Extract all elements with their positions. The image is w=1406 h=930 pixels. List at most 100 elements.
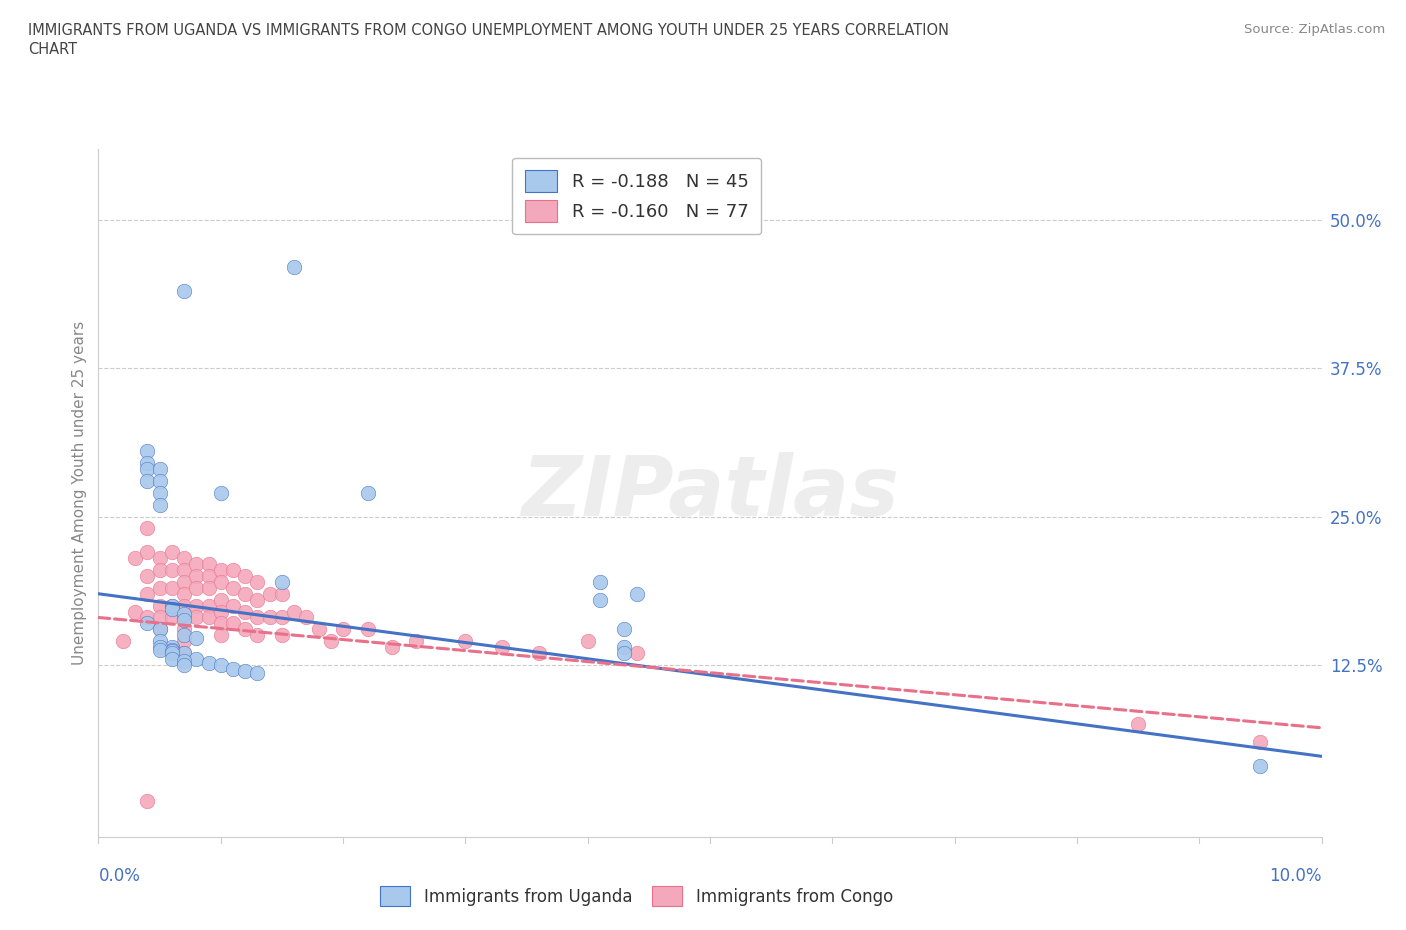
Point — [160, 640, 183, 655]
Point — [160, 545, 183, 560]
Point — [136, 568, 159, 583]
Point — [246, 592, 269, 607]
Point — [173, 658, 195, 672]
Text: CHART: CHART — [28, 42, 77, 57]
Point — [246, 575, 269, 590]
Point — [173, 645, 195, 660]
Point — [186, 652, 208, 667]
Point — [173, 551, 195, 565]
Point — [270, 575, 292, 590]
Point — [222, 616, 245, 631]
Point — [173, 598, 195, 613]
Point — [149, 642, 172, 657]
Point — [136, 456, 159, 471]
Point — [149, 633, 172, 648]
Point — [209, 575, 232, 590]
Point — [136, 444, 159, 458]
Point — [246, 628, 269, 643]
Point — [149, 563, 172, 578]
Legend: Immigrants from Uganda, Immigrants from Congo: Immigrants from Uganda, Immigrants from … — [368, 874, 904, 918]
Point — [222, 580, 245, 595]
Point — [381, 640, 404, 655]
Point — [613, 645, 636, 660]
Point — [136, 610, 159, 625]
Point — [173, 586, 195, 601]
Point — [186, 631, 208, 645]
Point — [222, 563, 245, 578]
Point — [233, 568, 256, 583]
Point — [149, 622, 172, 637]
Point — [149, 498, 172, 512]
Point — [149, 485, 172, 500]
Point — [186, 568, 208, 583]
Point — [136, 473, 159, 488]
Point — [270, 610, 292, 625]
Point — [160, 610, 183, 625]
Point — [209, 628, 232, 643]
Point — [356, 622, 378, 637]
Point — [233, 604, 256, 619]
Point — [233, 586, 256, 601]
Point — [295, 610, 318, 625]
Point — [173, 613, 195, 628]
Point — [527, 645, 550, 660]
Point — [613, 622, 636, 637]
Point — [136, 545, 159, 560]
Point — [319, 633, 342, 648]
Point — [209, 658, 232, 672]
Point — [197, 580, 219, 595]
Point — [1249, 758, 1271, 773]
Point — [186, 557, 208, 572]
Point — [589, 575, 612, 590]
Point — [405, 633, 427, 648]
Point — [197, 557, 219, 572]
Point — [160, 598, 183, 613]
Point — [160, 644, 183, 658]
Point — [149, 580, 172, 595]
Point — [173, 628, 195, 643]
Point — [136, 586, 159, 601]
Point — [160, 652, 183, 667]
Point — [160, 563, 183, 578]
Point — [332, 622, 354, 637]
Point — [1249, 735, 1271, 750]
Point — [197, 610, 219, 625]
Point — [124, 551, 146, 565]
Point — [197, 568, 219, 583]
Point — [356, 485, 378, 500]
Point — [308, 622, 330, 637]
Point — [283, 604, 305, 619]
Point — [209, 592, 232, 607]
Point — [149, 640, 172, 655]
Point — [186, 580, 208, 595]
Point — [136, 521, 159, 536]
Point — [173, 563, 195, 578]
Point — [270, 628, 292, 643]
Point — [454, 633, 477, 648]
Point — [124, 604, 146, 619]
Point — [589, 592, 612, 607]
Point — [246, 666, 269, 681]
Point — [136, 616, 159, 631]
Text: ZIPatlas: ZIPatlas — [522, 452, 898, 534]
Point — [1128, 717, 1150, 732]
Point — [173, 575, 195, 590]
Point — [197, 655, 219, 670]
Point — [209, 616, 232, 631]
Point — [626, 586, 648, 601]
Point — [209, 604, 232, 619]
Point — [160, 602, 183, 617]
Point — [173, 284, 195, 299]
Point — [173, 654, 195, 669]
Point — [111, 633, 134, 648]
Text: IMMIGRANTS FROM UGANDA VS IMMIGRANTS FROM CONGO UNEMPLOYMENT AMONG YOUTH UNDER 2: IMMIGRANTS FROM UGANDA VS IMMIGRANTS FRO… — [28, 23, 949, 38]
Point — [160, 645, 183, 660]
Point — [173, 645, 195, 660]
Point — [626, 645, 648, 660]
Point — [186, 598, 208, 613]
Point — [283, 260, 305, 275]
Point — [149, 622, 172, 637]
Point — [149, 461, 172, 476]
Point — [173, 633, 195, 648]
Point — [233, 622, 256, 637]
